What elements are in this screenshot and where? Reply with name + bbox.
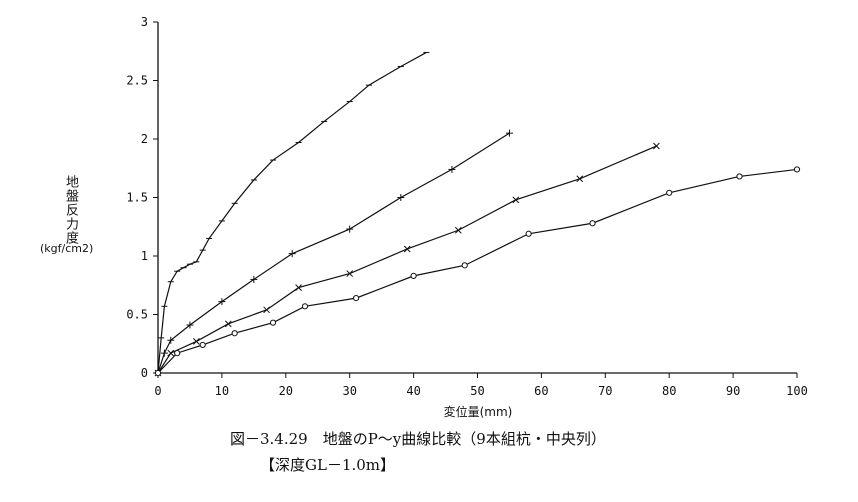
- x-tick-label: 90: [726, 384, 740, 398]
- data-point: [448, 165, 456, 173]
- y-tick-label: 1: [141, 249, 148, 263]
- data-point: [346, 225, 354, 233]
- data-point: [461, 262, 468, 269]
- figure-caption: 図－3.4.29 地盤のP～y曲線比較（9本組杭・中央列）: [230, 430, 606, 448]
- x-tick-label: 10: [215, 384, 229, 398]
- data-point: [666, 189, 673, 196]
- data-point: [454, 226, 462, 234]
- data-point: [589, 220, 596, 227]
- y-tick-label: 0.5: [126, 308, 148, 322]
- data-point: [250, 275, 258, 283]
- series-line: [157, 132, 510, 374]
- data-point: [793, 166, 801, 173]
- series-4: [154, 166, 801, 377]
- data-point: [410, 272, 417, 279]
- data-point: [186, 321, 194, 329]
- data-point: [192, 338, 200, 345]
- y-tick-label: 2.5: [126, 74, 148, 88]
- series-lines: [154, 51, 801, 377]
- x-tick-label: 70: [598, 384, 612, 398]
- y-tick-label: 2: [141, 132, 148, 146]
- data-point: [352, 295, 360, 302]
- data-point: [525, 230, 532, 237]
- data-point: [403, 245, 411, 253]
- data-point: [263, 306, 270, 314]
- data-point: [736, 173, 743, 180]
- x-tick-label: 60: [534, 384, 548, 398]
- data-point: [505, 129, 513, 137]
- data-point: [512, 196, 520, 204]
- figure-caption-subtitle: 【深度GL－1.0m】: [260, 456, 396, 474]
- y-tick-label: 1.5: [126, 191, 148, 205]
- data-point: [295, 284, 302, 291]
- series-line: [157, 168, 798, 374]
- x-tick-label: 20: [279, 384, 293, 398]
- series-line: [157, 51, 427, 374]
- axes: [157, 22, 797, 374]
- data-point: [218, 298, 226, 306]
- x-axis-title: 変位量(mm): [444, 404, 513, 419]
- data-point: [154, 369, 162, 377]
- y-tick-label: 3: [141, 15, 148, 29]
- data-point: [653, 142, 660, 150]
- series-3: [154, 142, 660, 377]
- data-point: [301, 303, 309, 310]
- y-axis-title: 地盤反力度: [63, 175, 78, 245]
- series-line: [157, 145, 657, 374]
- data-point: [397, 194, 405, 201]
- x-tick-label: 0: [154, 384, 161, 398]
- x-tick-label: 40: [406, 384, 420, 398]
- y-axis-unit: (kgf/cm2): [40, 242, 94, 255]
- data-point: [224, 320, 232, 328]
- data-point: [288, 250, 296, 258]
- data-point: [160, 349, 168, 357]
- ticks: 0 10 20 30 40 50 60 70 80 90 100 0 0.5 1 1.5 2 2.5 3: [126, 15, 808, 398]
- series-2: [154, 129, 513, 377]
- series-1: [155, 51, 430, 374]
- data-point: [174, 350, 181, 357]
- data-point: [346, 270, 354, 277]
- data-point: [199, 341, 206, 349]
- data-point: [576, 175, 584, 183]
- x-tick-label: 80: [662, 384, 676, 398]
- y-tick-label: 0: [141, 366, 148, 380]
- data-point: [269, 319, 277, 326]
- x-tick-label: 100: [786, 384, 808, 398]
- data-point: [167, 349, 175, 357]
- data-point: [231, 330, 238, 337]
- x-tick-label: 30: [342, 384, 356, 398]
- x-tick-label: 50: [470, 384, 484, 398]
- data-point: [167, 336, 175, 344]
